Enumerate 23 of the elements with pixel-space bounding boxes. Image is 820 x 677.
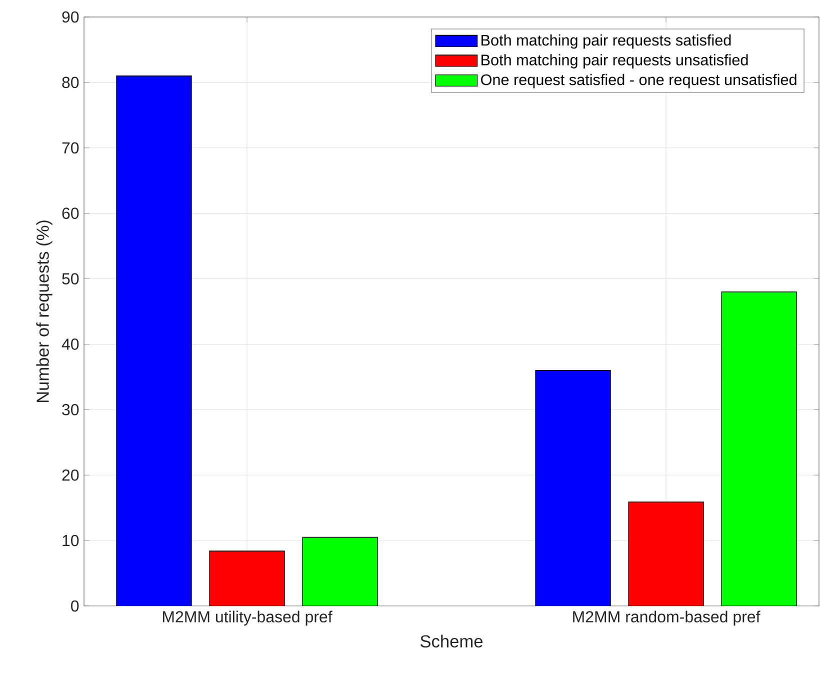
y-tick-label: 80 xyxy=(62,76,79,88)
bar xyxy=(628,502,704,606)
bar xyxy=(116,76,192,606)
bar xyxy=(721,292,797,606)
y-tick-label: 60 xyxy=(62,208,79,219)
y-axis-title: Number of requests (%) xyxy=(36,220,52,402)
legend-label: Both matching pair requests satisfied xyxy=(482,34,731,49)
y-tick-label: 10 xyxy=(62,534,79,546)
y-tick-label: 70 xyxy=(62,142,79,154)
x-tick-label: M2MM random-based pref xyxy=(573,610,760,626)
y-tick-label: 50 xyxy=(62,273,79,284)
y-tick-label: 0 xyxy=(71,600,79,612)
bar xyxy=(209,550,285,606)
y-tick-label: 20 xyxy=(62,469,79,481)
legend-label: Both matching pair requests unsatisfied xyxy=(482,54,748,68)
x-tick-label: M2MM utility-based pref xyxy=(162,610,332,626)
x-axis-title: Scheme xyxy=(420,634,483,648)
bar xyxy=(302,536,378,606)
y-tick-label: 30 xyxy=(62,404,79,416)
legend-label: One request satisfied - one request unsatisfied xyxy=(481,74,796,88)
y-tick-label: 90 xyxy=(62,11,79,23)
y-tick-label: 40 xyxy=(62,338,79,350)
bar xyxy=(535,370,611,606)
